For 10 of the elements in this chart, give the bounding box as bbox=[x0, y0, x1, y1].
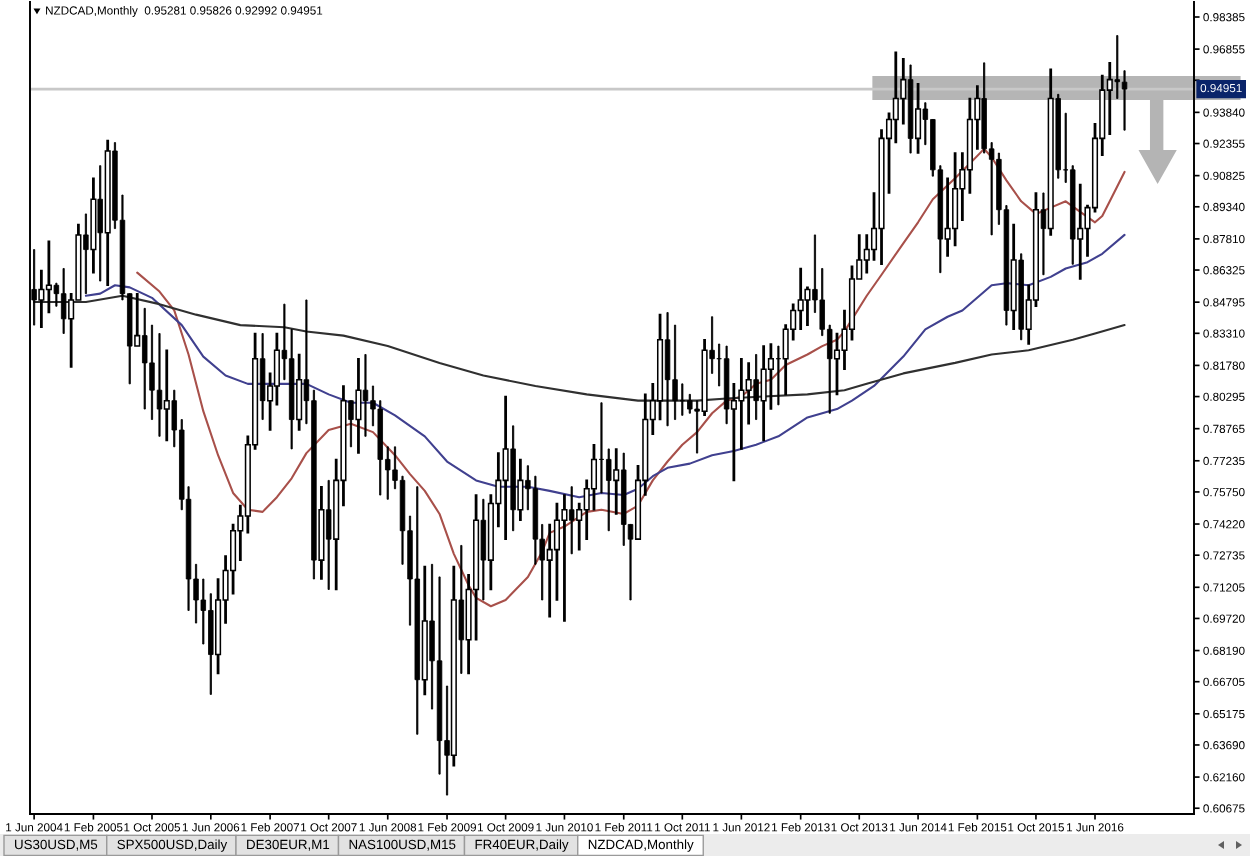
candlestick bbox=[414, 486, 420, 735]
candlestick bbox=[502, 395, 509, 540]
candlestick bbox=[664, 312, 671, 427]
line-series bbox=[136, 147, 1126, 608]
line-series bbox=[84, 233, 1126, 499]
line-series bbox=[33, 294, 1126, 402]
candlestick bbox=[355, 357, 362, 454]
candlestick bbox=[561, 494, 568, 622]
candlestick bbox=[760, 345, 767, 442]
candlestick bbox=[104, 139, 111, 287]
